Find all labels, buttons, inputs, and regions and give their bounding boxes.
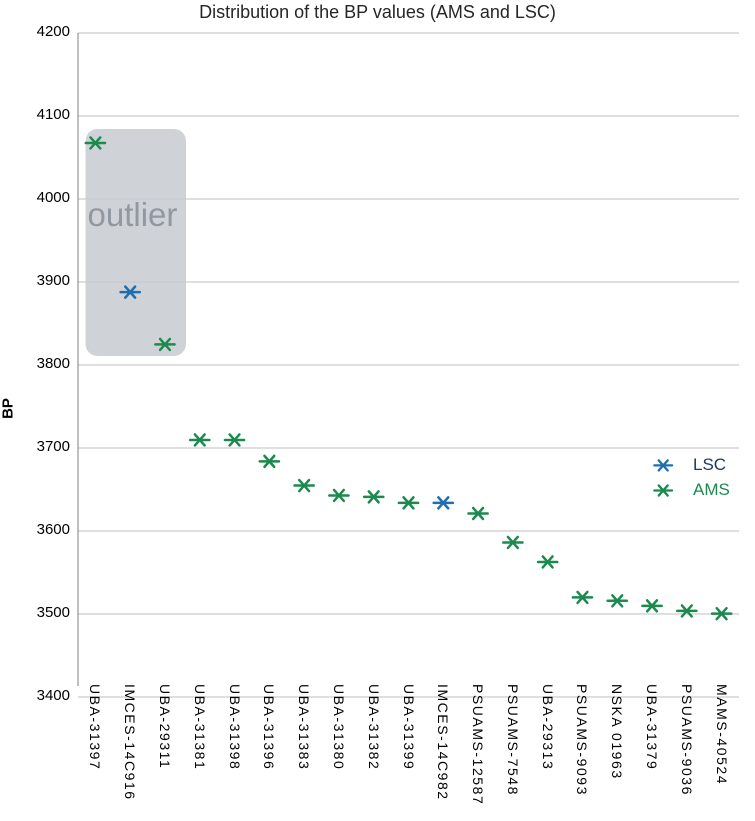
svg-text:outlier: outlier: [88, 196, 178, 233]
